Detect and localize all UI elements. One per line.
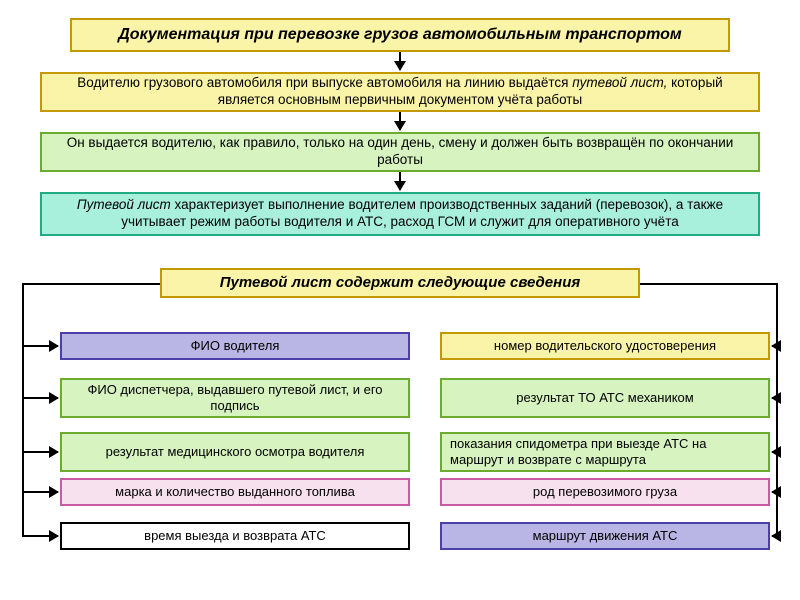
info3-term: Путевой лист — [77, 197, 175, 212]
info1-term: путевой лист, — [572, 75, 667, 90]
left-connector-4 — [22, 535, 58, 537]
left-item-4: время выезда и возврата АТС — [60, 522, 410, 550]
left-item-3: марка и количество выданного топлива — [60, 478, 410, 506]
info-box-3: Путевой лист характеризует выполнение во… — [40, 192, 760, 236]
left-item-1: ФИО диспетчера, выдавшего путевой лист, … — [60, 378, 410, 418]
arrow-down-3 — [399, 172, 401, 190]
right-item-2: показания спидометра при выезде АТС на м… — [440, 432, 770, 472]
right-connector-3 — [772, 491, 778, 493]
right-item-1: результат ТО АТС механиком — [440, 378, 770, 418]
bracket-left-top — [22, 283, 160, 285]
left-item-2: результат медицинского осмотра водителя — [60, 432, 410, 472]
left-connector-2 — [22, 451, 58, 453]
right-item-3: род перевозимого груза — [440, 478, 770, 506]
left-connector-1 — [22, 397, 58, 399]
info3-post: характеризует выполнение водителем произ… — [121, 197, 723, 229]
info-box-1: Водителю грузового автомобиля при выпуск… — [40, 72, 760, 112]
right-item-4: маршрут движения АТС — [440, 522, 770, 550]
left-item-0: ФИО водителя — [60, 332, 410, 360]
title-text: Документация при перевозке грузов автомо… — [118, 25, 682, 45]
arrow-down-2 — [399, 112, 401, 130]
left-connector-3 — [22, 491, 58, 493]
main-title: Документация при перевозке грузов автомо… — [70, 18, 730, 52]
bracket-right-top — [640, 283, 778, 285]
info-box-2: Он выдается водителю, как правило, тольк… — [40, 132, 760, 172]
arrow-down-1 — [399, 52, 401, 70]
right-connector-2 — [772, 451, 778, 453]
info1-pre: Водителю грузового автомобиля при выпуск… — [77, 75, 572, 90]
subtitle: Путевой лист содержит следующие сведения — [160, 268, 640, 298]
info2-text: Он выдается водителю, как правило, тольк… — [50, 135, 750, 169]
bracket-right-vertical — [776, 283, 778, 536]
right-connector-1 — [772, 397, 778, 399]
right-item-0: номер водительского удостоверения — [440, 332, 770, 360]
right-connector-0 — [772, 345, 778, 347]
bracket-left-vertical — [22, 283, 24, 536]
subtitle-text: Путевой лист содержит следующие сведения — [220, 274, 580, 293]
right-connector-4 — [772, 535, 778, 537]
left-connector-0 — [22, 345, 58, 347]
